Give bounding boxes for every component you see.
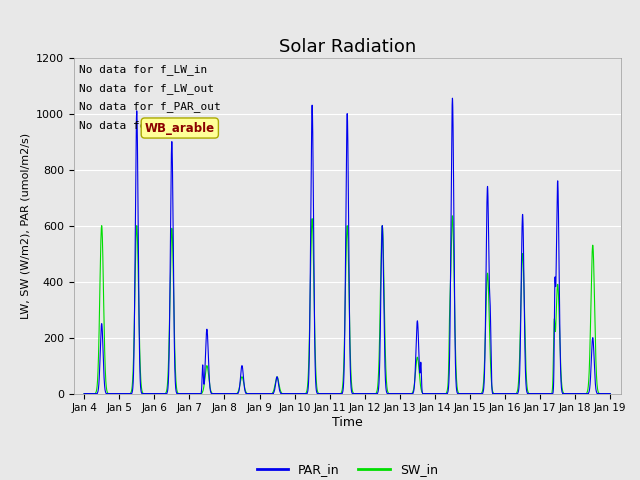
Text: No data for f_SW_out: No data for f_SW_out [79,120,214,131]
Title: Solar Radiation: Solar Radiation [278,38,416,56]
Text: No data for f_LW_out: No data for f_LW_out [79,83,214,94]
X-axis label: Time: Time [332,416,363,429]
Y-axis label: LW, SW (W/m2), PAR (umol/m2/s): LW, SW (W/m2), PAR (umol/m2/s) [20,132,30,319]
Text: No data for f_LW_in: No data for f_LW_in [79,64,207,75]
Text: WB_arable: WB_arable [145,121,215,134]
Text: No data for f_PAR_out: No data for f_PAR_out [79,101,221,112]
Legend: PAR_in, SW_in: PAR_in, SW_in [252,458,443,480]
